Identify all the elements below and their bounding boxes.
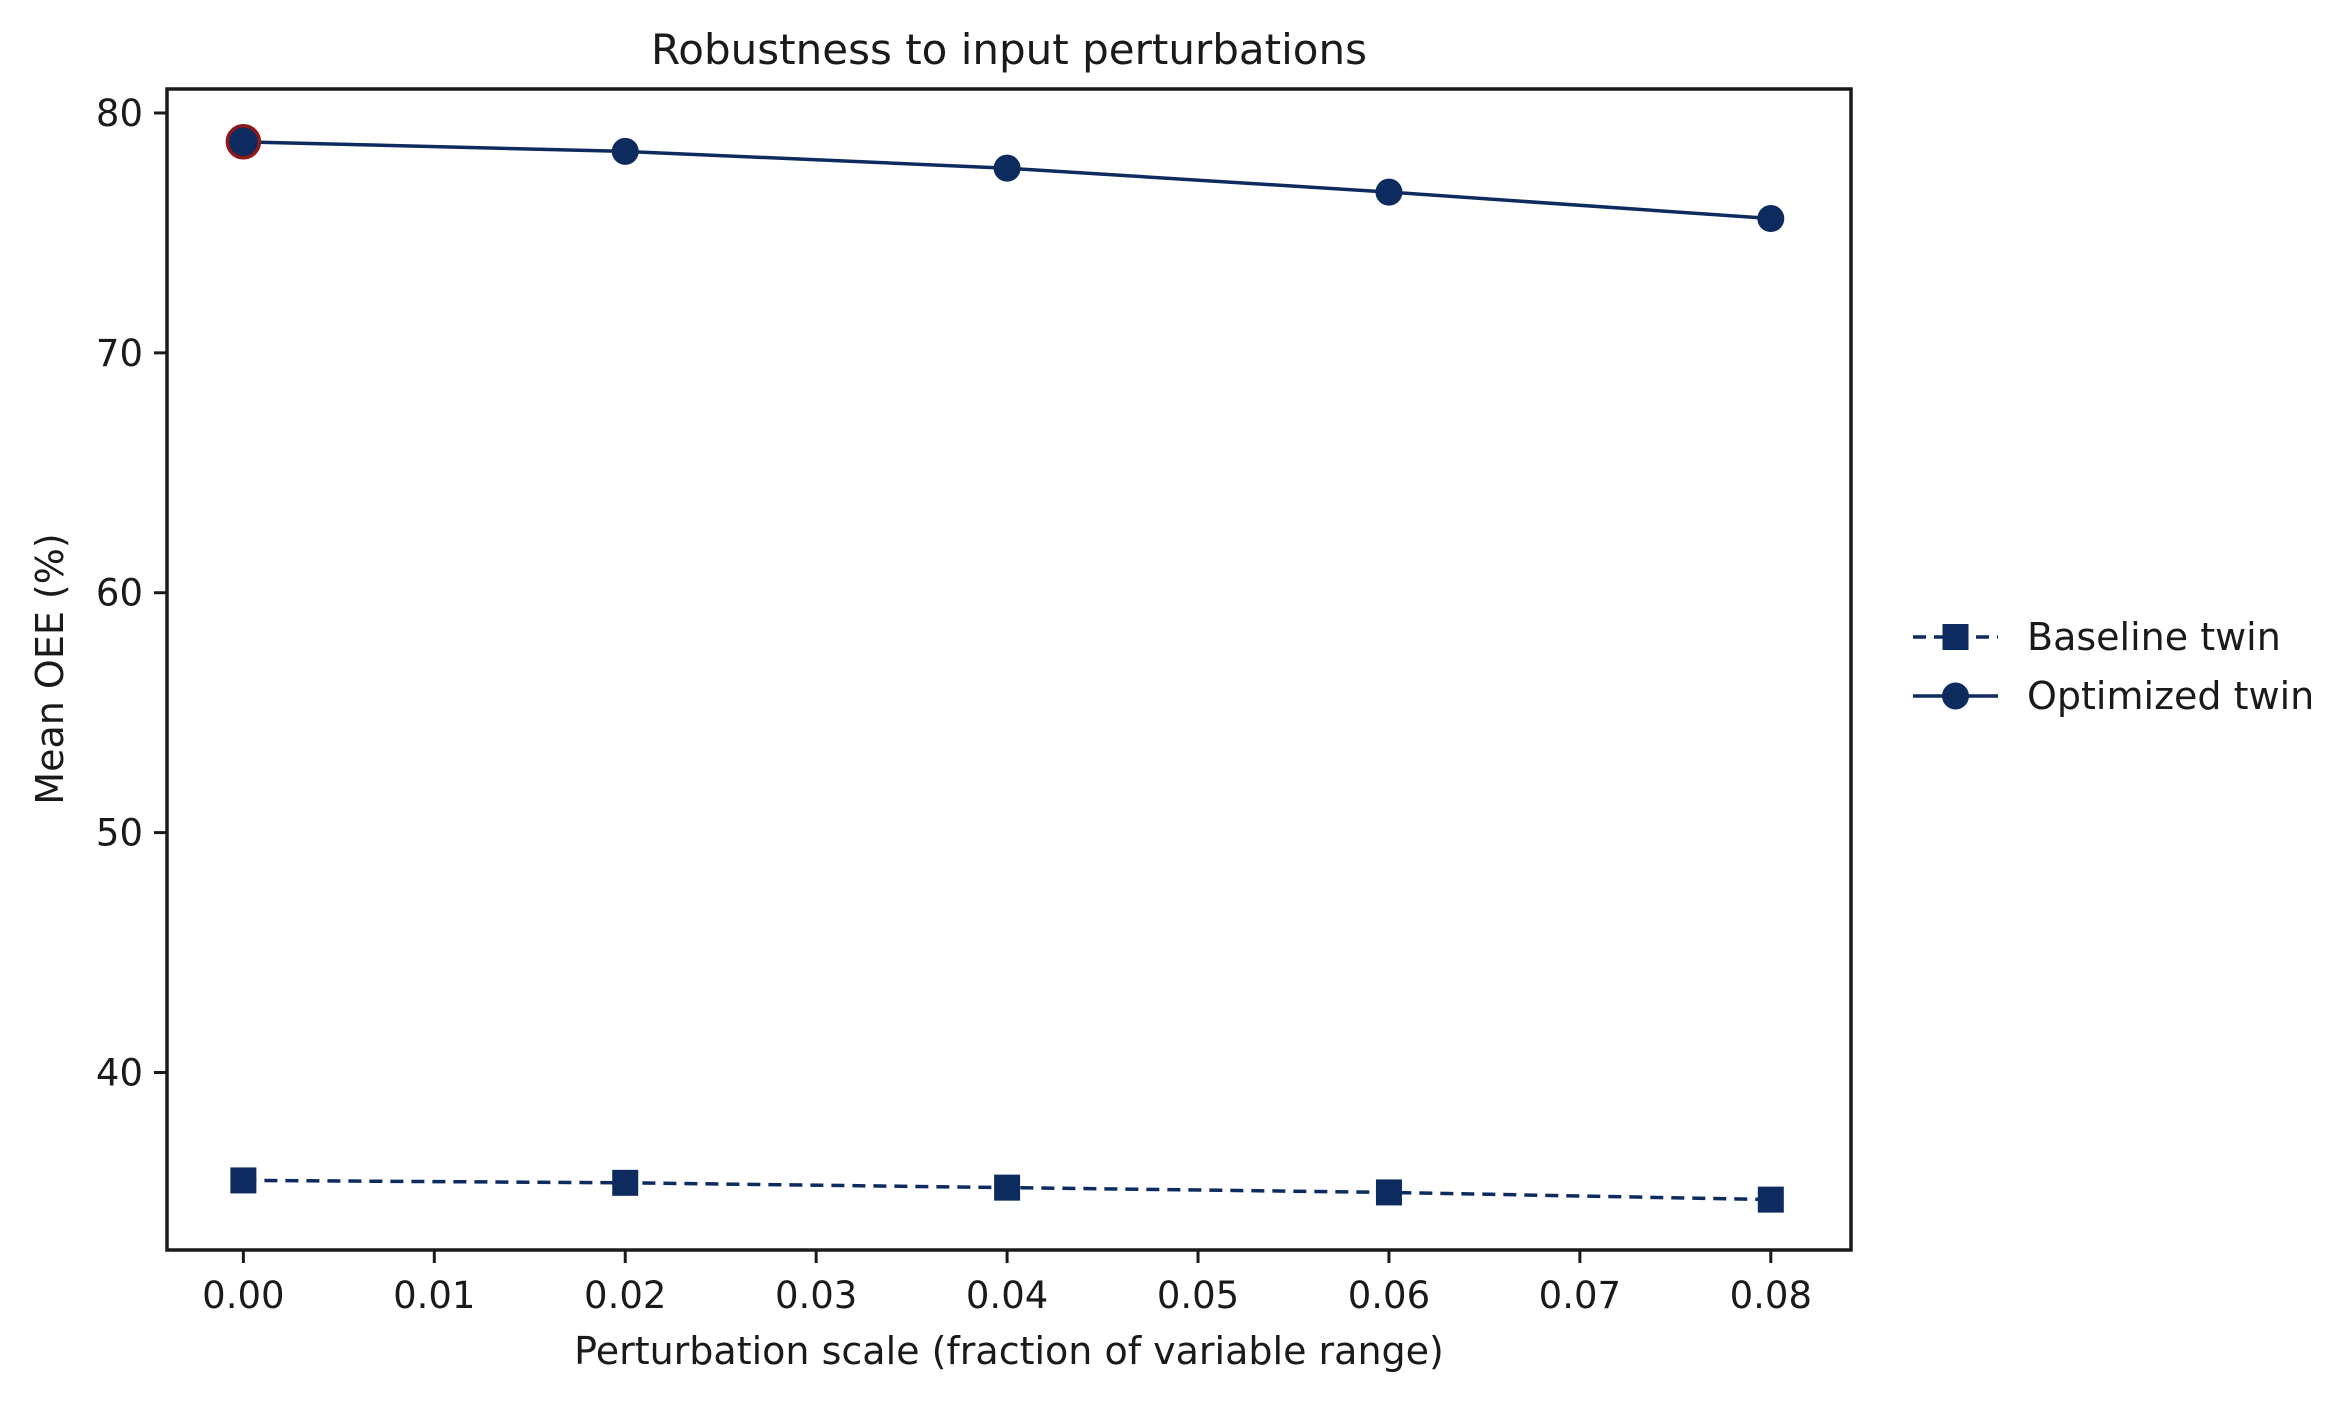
chart-title: Robustness to input perturbations <box>651 25 1367 74</box>
x-tick-label: 0.03 <box>775 1274 857 1317</box>
y-tick-label: 50 <box>96 812 143 855</box>
optimized-twin-marker <box>1375 178 1403 206</box>
baseline-twin-marker <box>1757 1186 1784 1213</box>
legend-optimized-twin-label: Optimized twin <box>2027 674 2314 718</box>
optimized-twin-highlight-marker <box>225 124 262 160</box>
optimized-twin-marker <box>993 154 1021 182</box>
plot-area-frame <box>165 87 1853 1252</box>
x-tick-label: 0.01 <box>393 1274 475 1317</box>
legend-optimized-twin-marker <box>1942 682 1969 710</box>
baseline-twin-marker <box>994 1174 1021 1201</box>
y-tick-label: 70 <box>96 332 143 375</box>
x-tick-label: 0.04 <box>966 1274 1048 1317</box>
y-tick-label: 60 <box>96 572 143 615</box>
series-layer <box>225 124 1785 1213</box>
legend-baseline-twin-marker <box>1942 624 1969 650</box>
x-tick-label: 0.05 <box>1157 1274 1239 1317</box>
x-tick-label: 0.07 <box>1539 1274 1621 1317</box>
x-tick-label: 0.02 <box>584 1274 666 1317</box>
x-tick-label: 0.00 <box>202 1274 284 1317</box>
optimized-twin-marker <box>1757 205 1785 233</box>
optimized-twin-marker <box>611 137 639 165</box>
y-axis: 40 50 60 70 80 <box>96 92 167 1094</box>
legend: Baseline twin Optimized twin <box>1913 615 2314 718</box>
x-tick-label: 0.06 <box>1348 1274 1430 1317</box>
x-axis: 0.00 0.01 0.02 0.03 0.04 0.05 0.06 0.07 0.08 <box>202 1250 1812 1317</box>
baseline-twin-marker <box>230 1167 257 1194</box>
y-axis-label: Mean OEE (%) <box>28 533 72 804</box>
y-tick-label: 80 <box>96 92 143 135</box>
legend-baseline-twin-label: Baseline twin <box>2027 615 2281 659</box>
x-tick-label: 0.08 <box>1730 1274 1812 1317</box>
x-axis-label: Perturbation scale (fraction of variable… <box>574 1329 1444 1373</box>
baseline-twin-marker <box>1375 1179 1402 1206</box>
y-tick-label: 40 <box>96 1051 143 1094</box>
baseline-twin-marker <box>612 1169 639 1196</box>
